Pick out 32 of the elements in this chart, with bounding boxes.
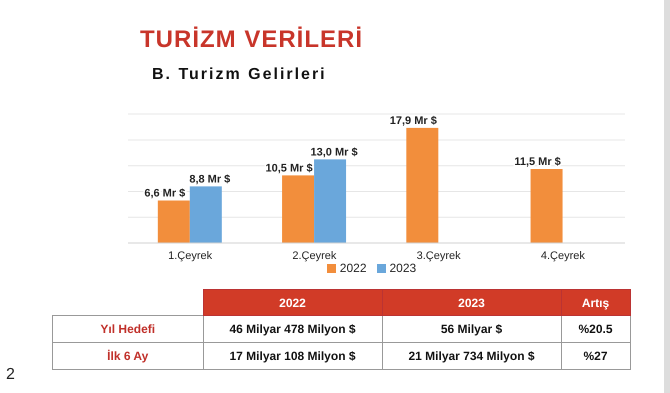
bar — [406, 128, 438, 243]
text: 21 Milyar 734 Milyon $ — [408, 349, 535, 363]
data-label: 17,9 Mr $ — [390, 114, 437, 127]
category-label: Artış — [561, 290, 630, 316]
x-tick-label: 4.Çeyrek — [540, 250, 586, 262]
text: 56 Milyar $ — [440, 322, 502, 336]
bar — [282, 175, 314, 243]
x-tick-label: 1.Çeyrek — [168, 250, 213, 262]
bar — [530, 169, 563, 243]
data-label: 6,6 Mr $ — [144, 188, 186, 200]
bar — [158, 200, 190, 243]
chart-title: TURİZM VERİLERİ — [140, 26, 363, 54]
text: 2 — [6, 366, 15, 384]
text: 17 Milyar 108 Milyon $ — [229, 349, 356, 363]
data-label: 13,0 Mr $ — [310, 146, 358, 158]
legend-label: 2023 — [390, 261, 416, 275]
text: %27 — [583, 349, 608, 363]
text: %20.5 — [578, 322, 613, 336]
x-tick-label: 3.Çeyrek — [416, 250, 462, 262]
bar — [190, 186, 222, 243]
category-label: 2022 — [203, 290, 382, 316]
legend-label: 2022 — [340, 261, 366, 275]
data-label: 11,5 Mr $ — [514, 156, 561, 168]
category-label: 2023 — [382, 290, 561, 316]
data-label: 8,8 Mr $ — [189, 173, 230, 186]
category-label: Yıl Hedefi — [100, 322, 156, 336]
bar — [314, 159, 346, 243]
text: 46 Milyar 478 Milyon $ — [229, 322, 356, 336]
x-tick-label: 2.Çeyrek — [292, 250, 337, 262]
category-label: İlk 6 Ay — [107, 349, 148, 363]
chart-subtitle: B. Turizm Gelirleri — [152, 66, 327, 84]
data-label: 10,5 Mr $ — [266, 162, 313, 174]
